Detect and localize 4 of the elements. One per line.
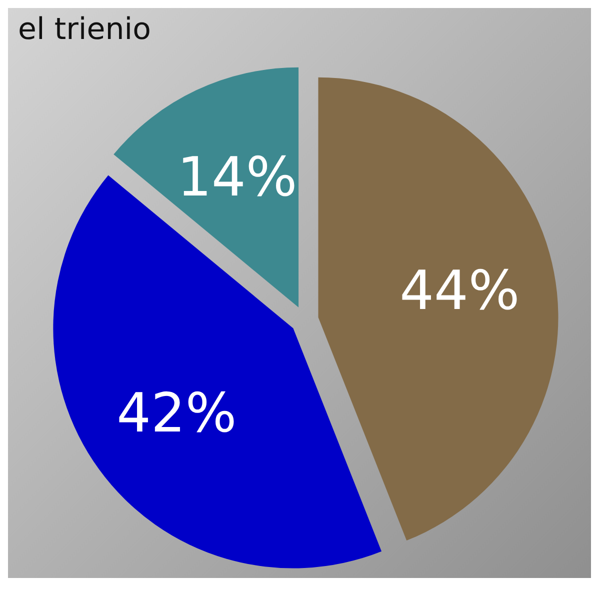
data-label: 42% [116, 381, 237, 444]
chart-title: el trienio [18, 12, 151, 47]
data-label: 44% [400, 258, 520, 322]
data-label: 14% [177, 146, 298, 209]
